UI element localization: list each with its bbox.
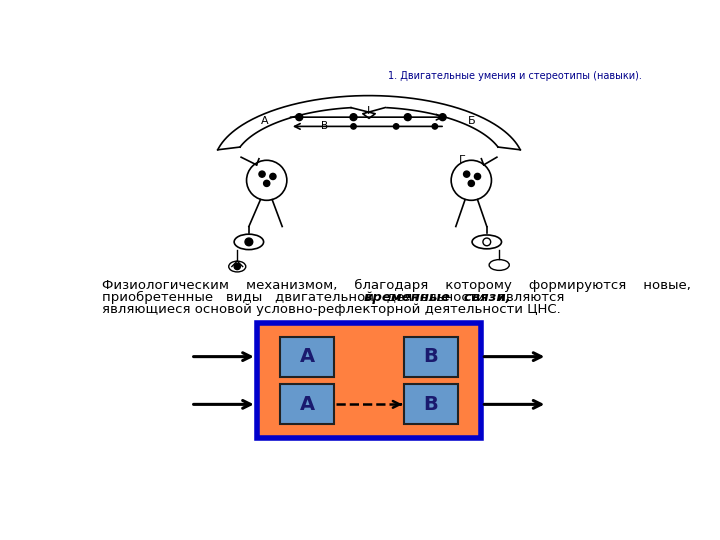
Circle shape — [296, 114, 302, 120]
Text: временные   связи,: временные связи, — [364, 291, 510, 304]
Circle shape — [404, 114, 411, 120]
Text: Физиологическим    механизмом,    благодаря    которому    формируются    новые,: Физиологическим механизмом, благодаря ко… — [102, 279, 690, 292]
Circle shape — [270, 173, 276, 179]
FancyBboxPatch shape — [256, 323, 482, 438]
Text: A: A — [300, 395, 315, 414]
Text: А: А — [261, 116, 268, 126]
Circle shape — [439, 114, 446, 120]
FancyBboxPatch shape — [404, 384, 458, 424]
Text: Б: Б — [468, 116, 476, 126]
Circle shape — [432, 124, 438, 129]
Text: 1. Двигательные умения и стереотипы (навыки).: 1. Двигательные умения и стереотипы (нав… — [388, 71, 642, 81]
Text: В: В — [321, 122, 328, 131]
Circle shape — [468, 180, 474, 186]
Circle shape — [264, 180, 270, 186]
Text: B: B — [423, 395, 438, 414]
Text: A: A — [300, 347, 315, 366]
FancyBboxPatch shape — [280, 384, 334, 424]
Circle shape — [234, 264, 240, 269]
Circle shape — [351, 124, 356, 129]
Circle shape — [483, 238, 490, 246]
FancyBboxPatch shape — [280, 336, 334, 377]
Text: приобретенные   виды   двигательной   деятельности   являются: приобретенные виды двигательной деятельн… — [102, 291, 577, 304]
Circle shape — [393, 124, 399, 129]
Circle shape — [350, 114, 357, 120]
Circle shape — [474, 173, 481, 179]
Circle shape — [245, 238, 253, 246]
Circle shape — [259, 171, 265, 177]
FancyBboxPatch shape — [404, 336, 458, 377]
Circle shape — [464, 171, 469, 177]
Text: I: I — [367, 106, 371, 116]
Text: являющиеся основой условно-рефлекторной деятельности ЦНС.: являющиеся основой условно-рефлекторной … — [102, 303, 560, 316]
Text: Г: Г — [459, 156, 465, 165]
Text: B: B — [423, 347, 438, 366]
